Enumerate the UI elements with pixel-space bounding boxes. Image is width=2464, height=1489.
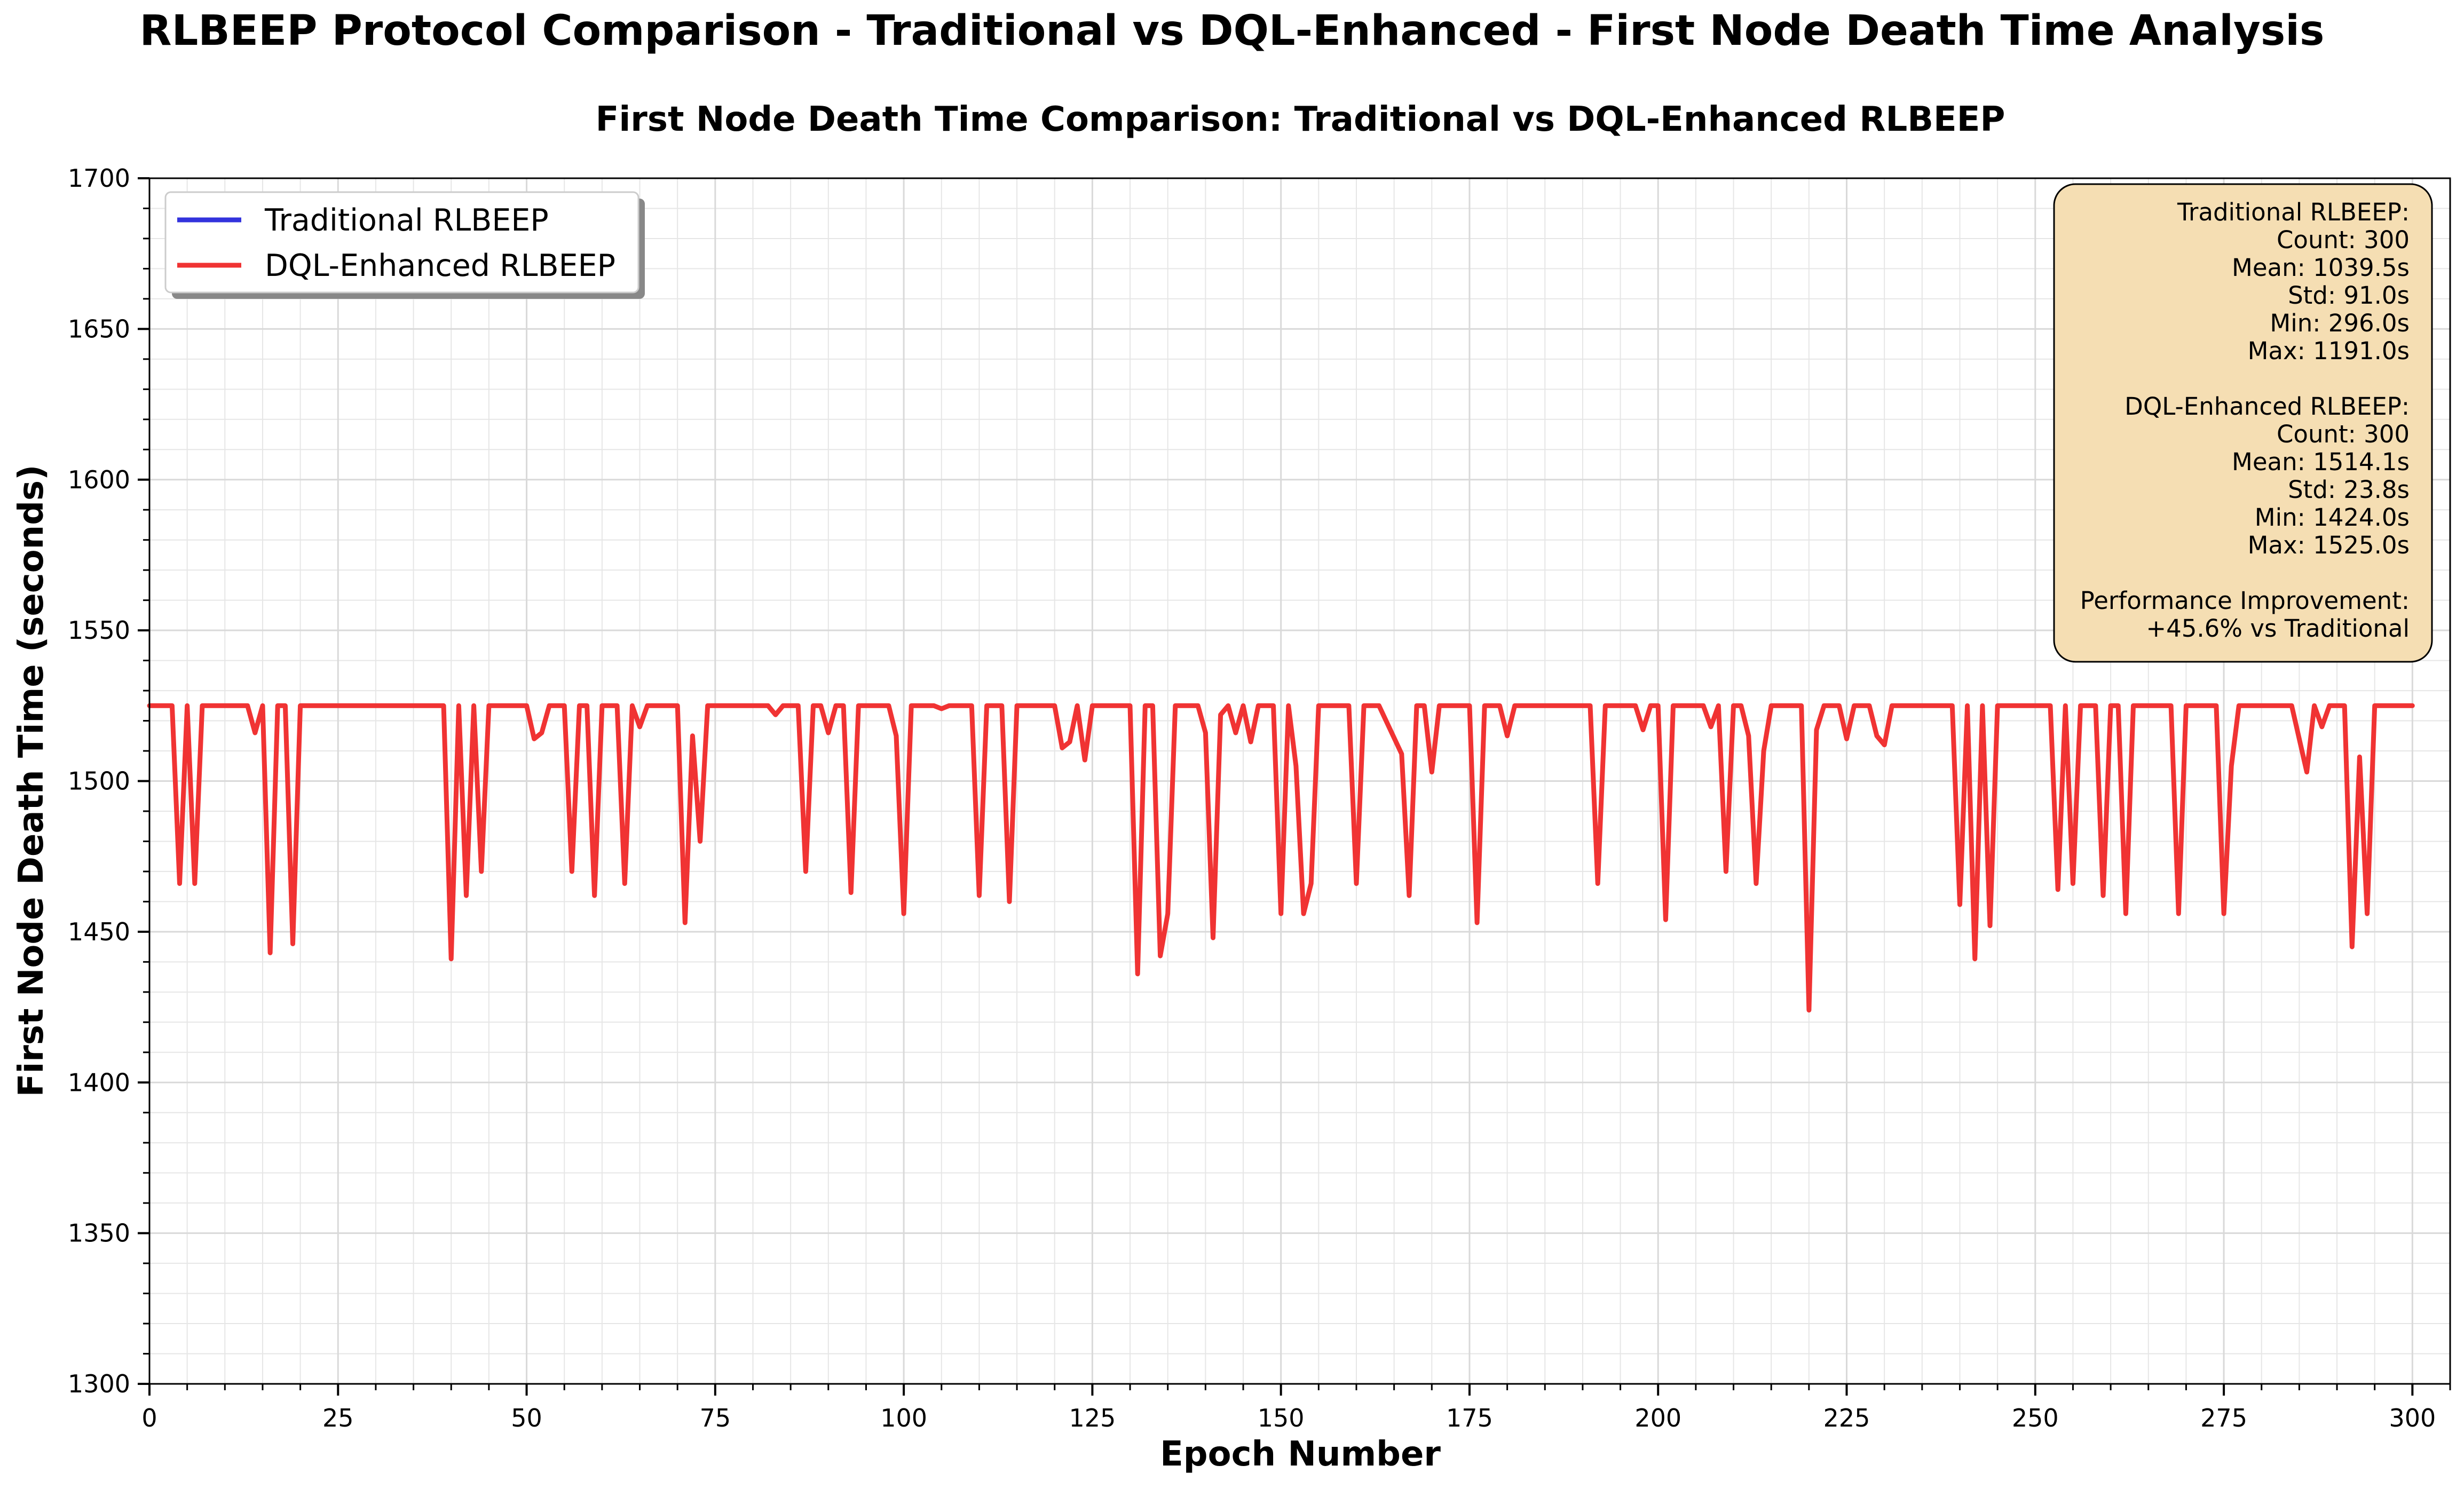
stats-box: Traditional RLBEEP: Count: 300 Mean: 103…	[2053, 183, 2433, 663]
series-layer	[147, 703, 2415, 1013]
stats-dql-max: Max: 1525.0s	[2248, 531, 2410, 559]
x-tick-label: 150	[1258, 1404, 1305, 1432]
y-tick-label: 1650	[68, 314, 130, 343]
stats-traditional-max: Max: 1191.0s	[2248, 337, 2410, 365]
x-tick-label: 125	[1069, 1404, 1116, 1432]
stats-traditional-count: Count: 300	[2277, 226, 2410, 254]
x-tick-label: 250	[2012, 1404, 2059, 1432]
stats-dql-std: Std: 23.8s	[2288, 476, 2410, 504]
y-tick-label: 1450	[68, 917, 130, 946]
x-tick-label: 75	[700, 1404, 731, 1432]
figure-suptitle: RLBEEP Protocol Comparison - Traditional…	[140, 7, 2325, 55]
stats-traditional-mean: Mean: 1039.5s	[2232, 254, 2410, 282]
y-tick-label: 1350	[68, 1219, 130, 1248]
x-tick-label: 200	[1634, 1404, 1681, 1432]
chart-title: First Node Death Time Comparison: Tradit…	[596, 100, 2005, 139]
series-line-dql	[147, 703, 2415, 1013]
x-tick-label: 25	[322, 1404, 354, 1432]
stats-dql-min: Min: 1424.0s	[2255, 503, 2410, 532]
x-tick-label: 0	[141, 1404, 157, 1432]
x-tick-label: 225	[1823, 1404, 1870, 1432]
stats-improvement-header: Performance Improvement:	[2080, 587, 2410, 615]
x-tick-label: 100	[880, 1404, 927, 1432]
x-tick-label: 300	[2389, 1404, 2436, 1432]
y-axis-label: First Node Death Time (seconds)	[12, 465, 51, 1097]
stats-dql-mean: Mean: 1514.1s	[2232, 448, 2410, 476]
y-tick-label: 1300	[68, 1369, 130, 1398]
x-tick-label: 50	[511, 1404, 542, 1432]
stats-traditional-std: Std: 91.0s	[2288, 281, 2410, 310]
stats-traditional-header: Traditional RLBEEP:	[2177, 198, 2410, 226]
y-tick-label: 1600	[68, 465, 130, 494]
x-tick-label: 275	[2200, 1404, 2247, 1432]
x-axis-label: Epoch Number	[1160, 1435, 1441, 1474]
stats-dql-header: DQL-Enhanced RLBEEP:	[2125, 392, 2410, 421]
stats-improvement-value: +45.6% vs Traditional	[2146, 614, 2410, 643]
x-tick-label: 175	[1446, 1404, 1493, 1432]
stats-traditional-min: Min: 296.0s	[2270, 309, 2410, 337]
y-tick-label: 1550	[68, 616, 130, 645]
legend: Traditional RLBEEP DQL-Enhanced RLBEEP	[164, 191, 645, 299]
y-tick-label: 1500	[68, 767, 130, 796]
legend-label-traditional: Traditional RLBEEP	[264, 203, 549, 238]
stats-box-background	[2053, 183, 2433, 663]
y-tick-label: 1400	[68, 1068, 130, 1097]
y-tick-label: 1700	[68, 164, 130, 193]
ticks-layer: 0 25 50 75 100 125 150 175 200 225 250 275 300 1300 13…	[68, 164, 2451, 1432]
stats-dql-count: Count: 300	[2277, 420, 2410, 448]
legend-box	[164, 191, 639, 294]
legend-label-dql: DQL-Enhanced RLBEEP	[265, 248, 615, 283]
